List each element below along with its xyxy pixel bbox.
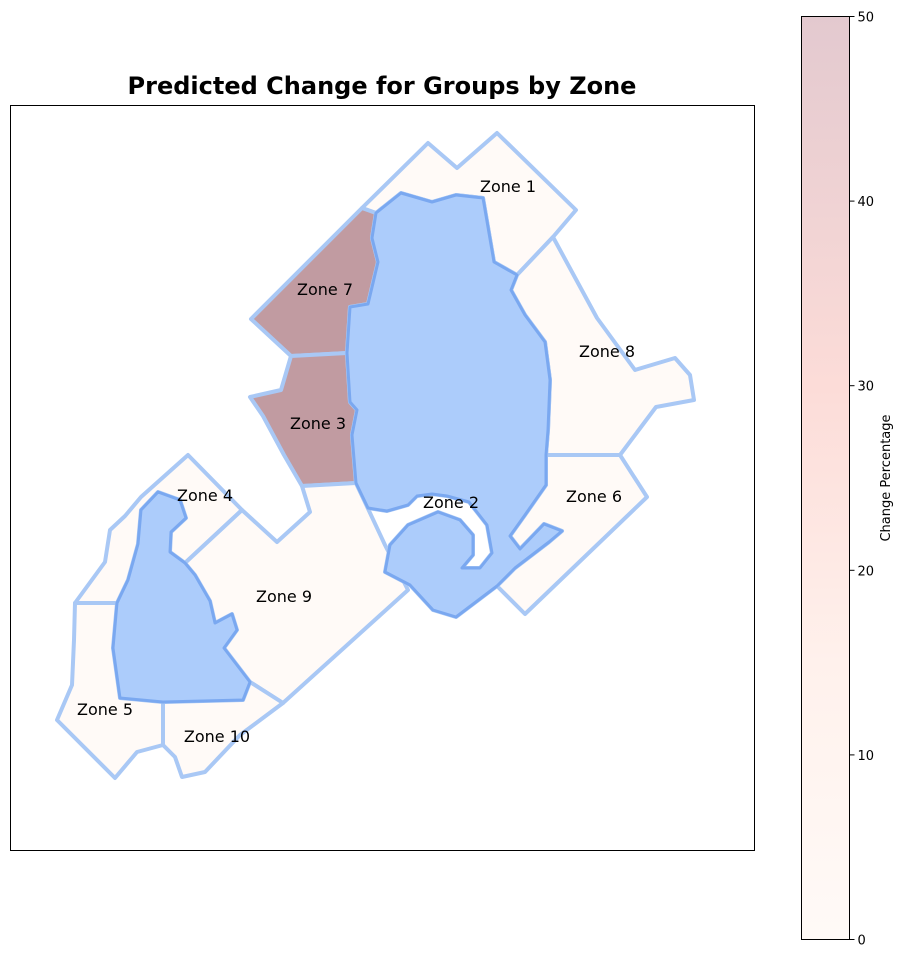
zone-2-label: Zone 2: [423, 493, 479, 512]
chart-title: Predicted Change for Groups by Zone: [127, 72, 637, 100]
colorbar-label: Change Percentage: [879, 414, 894, 541]
colorbar-tick-label: 30: [858, 380, 875, 395]
group-area-west: [111, 490, 252, 704]
zone-1-label: Zone 1: [480, 177, 536, 196]
colorbar-tick-label: 40: [858, 195, 875, 210]
zone-6-label: Zone 6: [566, 487, 622, 506]
group-area-central: [345, 191, 564, 619]
colorbar-tick-label: 0: [858, 934, 866, 949]
colorbar-tick-label: 20: [858, 564, 875, 579]
colorbar-gradient: [801, 16, 850, 940]
zone-5-label: Zone 5: [77, 700, 133, 719]
zone-10-label: Zone 10: [184, 727, 250, 746]
colorbar-tick-label: 10: [858, 749, 875, 764]
zone-3-label: Zone 3: [290, 414, 346, 433]
colorbar: 0 10 20 30 40 50 Change Percentage: [801, 11, 894, 949]
zone-9-label: Zone 9: [256, 587, 312, 606]
zone-8-label: Zone 8: [579, 342, 635, 361]
zone-4-label: Zone 4: [177, 486, 233, 505]
colorbar-tick-label: 50: [858, 11, 875, 26]
zone-7-label: Zone 7: [297, 280, 353, 299]
